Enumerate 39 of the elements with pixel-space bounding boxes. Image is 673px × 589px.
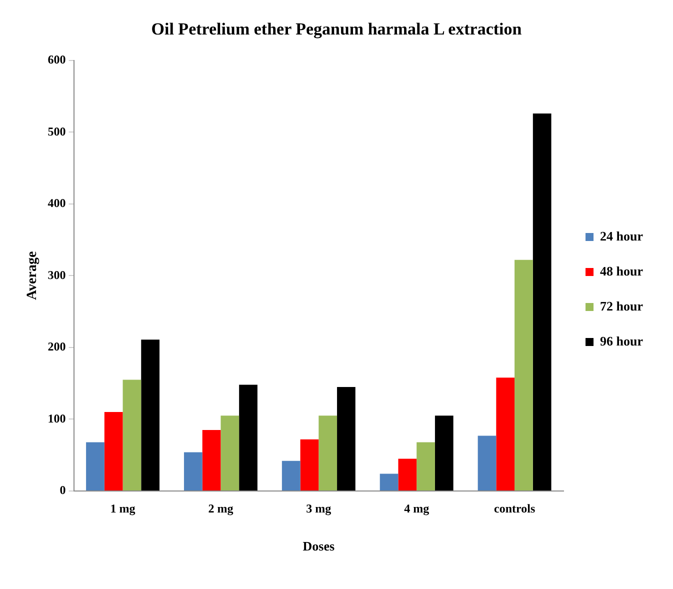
y-tick-label: 0 [60,483,66,498]
bar [202,430,221,490]
legend-label: 96 hour [600,333,644,348]
bar [122,380,142,490]
bar [141,340,160,490]
bar [532,114,552,490]
y-tick-label: 200 [48,340,66,354]
y-tick-label: 600 [48,52,66,66]
legend-label: 72 hour [600,298,644,314]
x-tick-label: controls [494,501,536,516]
x-axis-title: Doses [302,538,335,554]
x-tick-label: 4 mg [404,501,430,516]
bar [398,458,417,490]
bar [282,460,300,490]
x-tick-label: 3 mg [306,501,332,516]
bar [478,436,496,490]
bar [86,442,104,490]
chart-title: Oil Petrelium ether Peganum harmala L extraction [151,20,522,39]
bar [300,439,319,490]
bar [104,412,123,490]
legend-label: 24 hour [600,228,644,244]
bar [220,416,240,490]
y-axis-title: Average [25,251,40,300]
bar [184,452,202,490]
bar [380,474,398,490]
x-tick-label: 1 mg [110,501,136,516]
bar [416,442,435,490]
y-tick-label: 100 [48,411,66,426]
bar [434,416,454,490]
legend-label: 48 hour [600,263,644,278]
x-tick-label: 2 mg [208,501,234,516]
y-tick-label: 400 [48,196,66,210]
y-tick-label: 500 [48,124,66,138]
y-tick-label: 300 [48,268,66,282]
bar [496,378,515,490]
bar [318,416,338,490]
bar [239,384,258,490]
bar [337,386,356,490]
bar [514,260,533,490]
